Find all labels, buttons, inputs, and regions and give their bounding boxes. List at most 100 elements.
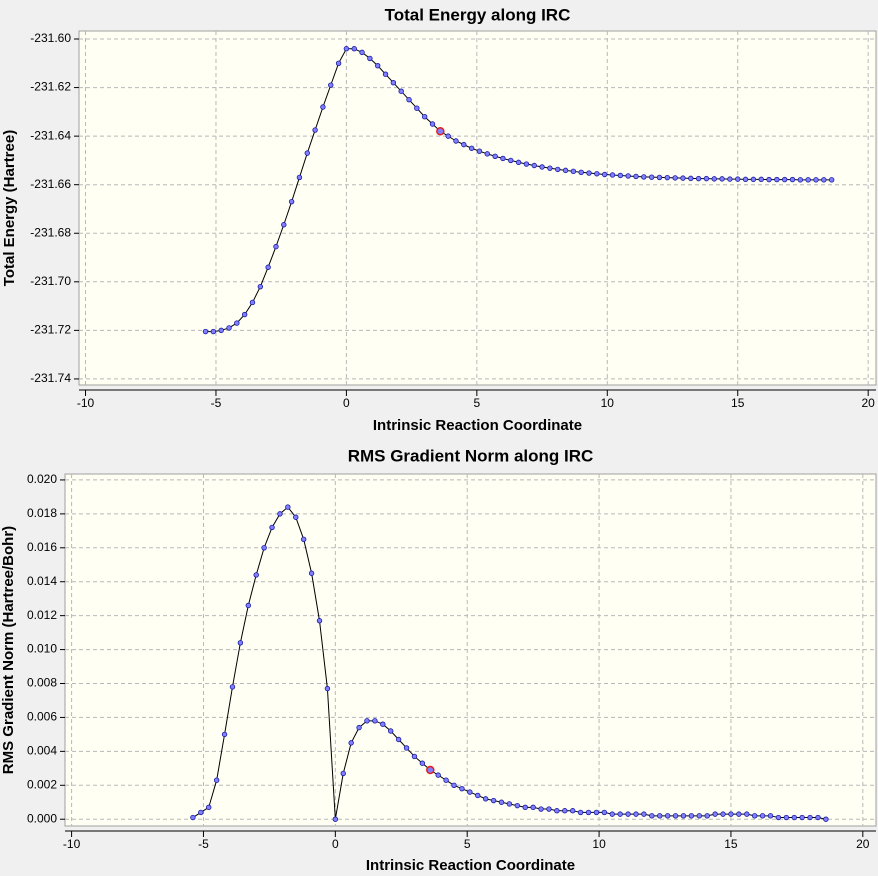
y-tick-label: 0.016 [27, 540, 57, 554]
data-point [411, 753, 418, 760]
data-point [585, 809, 592, 816]
x-tick-label: -10 [63, 837, 81, 851]
data-point [293, 514, 299, 520]
data-point [609, 811, 615, 817]
data-point [500, 155, 506, 162]
data-point [269, 524, 275, 531]
data-point [728, 811, 734, 817]
data-point [380, 721, 386, 727]
y-tick-label: 0.004 [27, 744, 57, 758]
data-point [759, 813, 766, 819]
data-point [304, 150, 310, 156]
x-tick-label: -10 [77, 396, 95, 410]
data-point [312, 127, 318, 133]
y-tick-label: 0.012 [27, 608, 57, 622]
data-point [601, 171, 608, 178]
x-tick-label: -5 [198, 837, 209, 851]
data-point [680, 813, 687, 819]
y-tick-label: 0.006 [27, 710, 57, 724]
data-point [750, 176, 757, 183]
data-point [348, 740, 354, 746]
data-point [586, 170, 592, 176]
data-point [484, 151, 490, 157]
data-point [695, 175, 702, 182]
data-point [815, 814, 821, 821]
data-point [538, 806, 544, 812]
data-point [467, 789, 473, 795]
data-point [523, 161, 530, 167]
data-point [758, 176, 764, 183]
data-point [720, 811, 726, 817]
data-point [364, 718, 370, 724]
data-point [398, 88, 404, 94]
data-point [633, 811, 639, 817]
data-point [375, 63, 381, 69]
data-point [343, 46, 350, 52]
data-point [539, 164, 545, 170]
data-point [229, 684, 236, 690]
data-point [429, 121, 436, 127]
data-point [388, 728, 394, 734]
data-point [562, 167, 569, 174]
data-point [508, 157, 514, 164]
data-point [821, 177, 827, 183]
data-point [221, 731, 228, 738]
data-point [774, 176, 780, 183]
data-point [300, 536, 307, 543]
data-point [664, 174, 670, 181]
data-point [530, 804, 536, 811]
y-tick-label: 0.018 [27, 506, 57, 520]
data-point [696, 813, 702, 819]
data-point [789, 176, 796, 183]
y-axis-label: Total Energy (Hartree) [1, 130, 18, 286]
data-point [648, 174, 655, 180]
data-point [490, 797, 497, 804]
data-point [285, 504, 291, 510]
x-tick-label: 0 [332, 837, 339, 851]
data-point [245, 602, 251, 609]
data-point [555, 166, 561, 173]
data-point [316, 618, 323, 624]
data-point [367, 55, 373, 62]
data-point [372, 718, 378, 724]
data-point [783, 814, 790, 821]
data-point [735, 176, 741, 182]
data-point [332, 816, 339, 822]
plot-area [78, 30, 877, 386]
data-point [515, 159, 522, 166]
data-point [288, 198, 295, 205]
x-tick-label: 10 [601, 396, 615, 410]
data-point [656, 174, 663, 181]
data-point [482, 796, 489, 802]
data-point [257, 283, 264, 290]
data-point [382, 71, 389, 77]
data-point [744, 811, 750, 817]
data-point [492, 153, 498, 159]
y-tick-label: 0.014 [27, 574, 57, 588]
y-tick-label: -231.68 [30, 225, 71, 239]
data-point [419, 760, 426, 766]
data-point [593, 809, 600, 816]
data-point [476, 148, 483, 154]
data-point [547, 165, 553, 171]
data-point [277, 511, 283, 517]
data-point [791, 814, 797, 821]
data-point [617, 172, 624, 179]
data-point [703, 175, 710, 182]
x-tick-label: 5 [464, 837, 471, 851]
highlighted-point [436, 127, 445, 136]
data-point [213, 777, 220, 783]
data-point [625, 173, 631, 179]
data-point [308, 570, 315, 576]
data-point [414, 105, 420, 111]
data-point [633, 173, 639, 180]
data-point [328, 82, 334, 88]
y-tick-label: -231.66 [30, 177, 71, 191]
data-point [514, 802, 521, 809]
data-point [672, 175, 678, 181]
data-point [202, 328, 209, 335]
data-point [625, 811, 631, 817]
data-point [453, 138, 459, 144]
data-point [601, 809, 608, 816]
